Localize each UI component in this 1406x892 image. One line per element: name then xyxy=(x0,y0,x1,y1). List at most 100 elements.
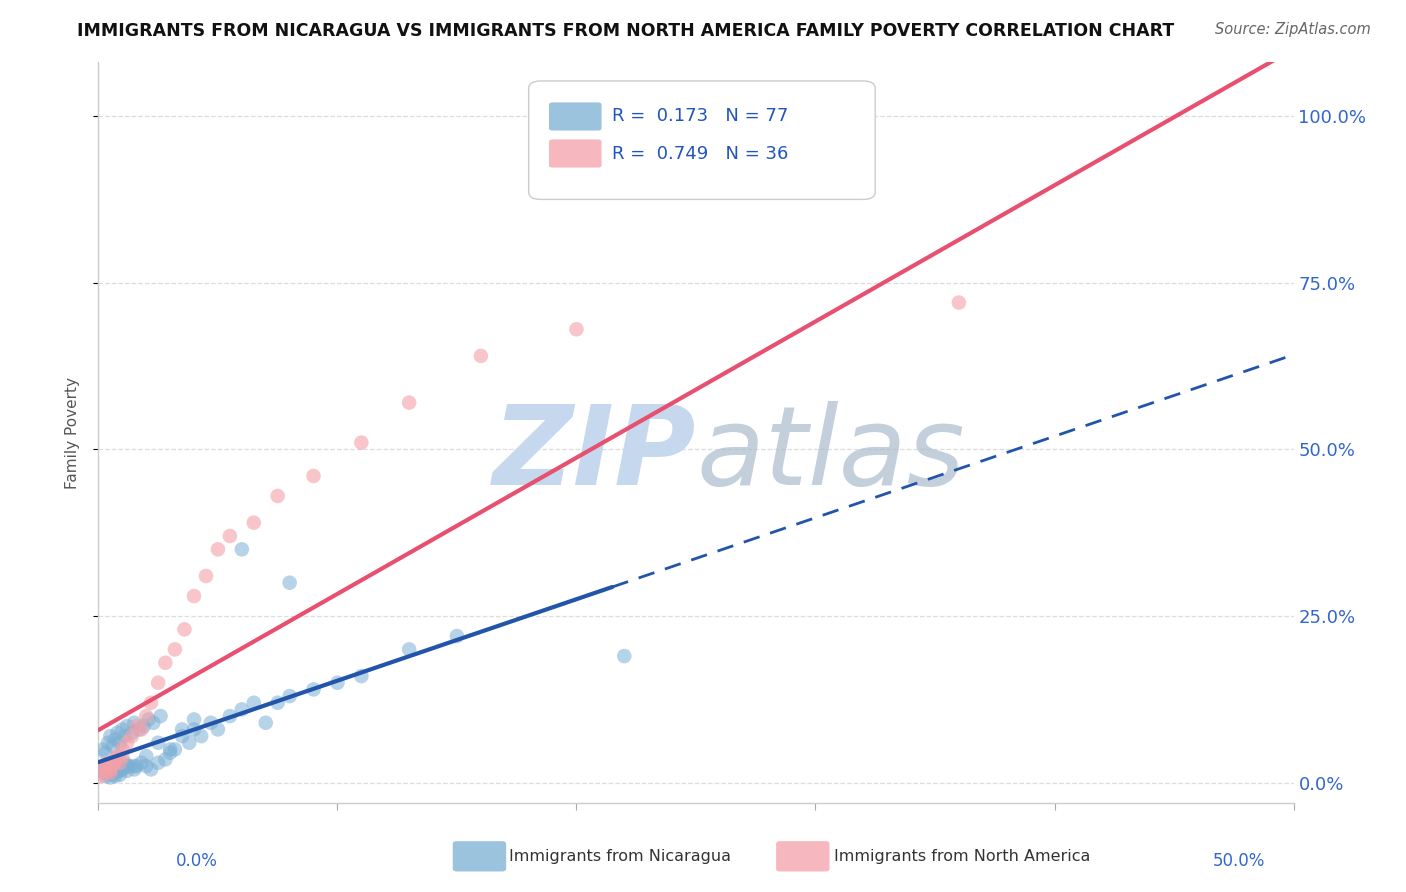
Point xyxy=(98,771,122,785)
Point xyxy=(94,765,117,780)
Text: ZIP: ZIP xyxy=(492,401,696,508)
Point xyxy=(183,723,205,737)
Point xyxy=(231,702,253,716)
Text: R =  0.749   N = 36: R = 0.749 N = 36 xyxy=(613,145,789,162)
Point xyxy=(172,729,194,743)
Point xyxy=(138,713,160,727)
Point xyxy=(98,763,122,777)
Point xyxy=(350,669,373,683)
Point xyxy=(139,696,162,710)
Point xyxy=(173,623,195,637)
Point xyxy=(613,648,636,663)
Point xyxy=(124,763,146,777)
Point xyxy=(104,769,127,783)
Point xyxy=(125,719,148,733)
Text: R =  0.173   N = 77: R = 0.173 N = 77 xyxy=(613,108,789,126)
Text: Immigrants from North America: Immigrants from North America xyxy=(834,849,1090,863)
Text: 50.0%: 50.0% xyxy=(1213,852,1265,870)
Point xyxy=(172,723,194,737)
Point xyxy=(104,732,127,747)
Point xyxy=(131,723,153,737)
Point xyxy=(243,516,266,530)
Point xyxy=(135,759,157,773)
Point xyxy=(163,642,186,657)
Point xyxy=(108,768,131,782)
Point xyxy=(115,764,138,778)
Point xyxy=(104,756,127,770)
Point xyxy=(107,759,129,773)
Point xyxy=(135,749,157,764)
Text: Immigrants from Nicaragua: Immigrants from Nicaragua xyxy=(509,849,731,863)
Text: 0.0%: 0.0% xyxy=(176,852,218,870)
Point xyxy=(121,729,143,743)
Point xyxy=(125,759,148,773)
Point xyxy=(124,715,146,730)
Point xyxy=(148,736,170,750)
Point xyxy=(115,719,138,733)
Point xyxy=(132,719,155,733)
Point xyxy=(398,395,420,409)
Point xyxy=(97,736,120,750)
Text: IMMIGRANTS FROM NICARAGUA VS IMMIGRANTS FROM NORTH AMERICA FAMILY POVERTY CORREL: IMMIGRANTS FROM NICARAGUA VS IMMIGRANTS … xyxy=(77,22,1174,40)
Point xyxy=(98,729,122,743)
Point xyxy=(97,756,120,770)
Point xyxy=(114,729,136,743)
Text: Source: ZipAtlas.com: Source: ZipAtlas.com xyxy=(1215,22,1371,37)
Point xyxy=(101,739,124,753)
Point xyxy=(159,742,181,756)
Point xyxy=(108,736,131,750)
Point xyxy=(207,723,229,737)
Point xyxy=(155,752,177,766)
Point xyxy=(446,629,468,643)
Point xyxy=(131,756,153,770)
Point xyxy=(219,709,242,723)
Point xyxy=(111,761,134,775)
Point xyxy=(183,589,205,603)
Point xyxy=(111,749,134,764)
Point xyxy=(254,715,277,730)
Point xyxy=(565,322,588,336)
Point xyxy=(97,763,120,777)
Point xyxy=(101,768,124,782)
Point xyxy=(207,542,229,557)
Point xyxy=(155,656,177,670)
Point xyxy=(98,765,122,780)
Point xyxy=(94,769,117,783)
Point xyxy=(115,759,138,773)
Point xyxy=(94,746,117,760)
Point xyxy=(97,765,120,780)
Point xyxy=(101,764,124,778)
Point xyxy=(91,742,114,756)
Point xyxy=(107,725,129,739)
Point xyxy=(278,689,301,703)
Text: atlas: atlas xyxy=(696,401,965,508)
Point xyxy=(139,763,162,777)
Point xyxy=(91,764,114,778)
Point xyxy=(219,529,242,543)
FancyBboxPatch shape xyxy=(548,103,602,130)
Point xyxy=(104,763,127,777)
FancyBboxPatch shape xyxy=(529,81,876,200)
Point xyxy=(326,675,349,690)
Point xyxy=(159,746,181,760)
Point xyxy=(101,759,124,773)
FancyBboxPatch shape xyxy=(548,139,602,168)
Point xyxy=(98,759,122,773)
Point xyxy=(948,295,970,310)
Point xyxy=(115,736,138,750)
Point xyxy=(267,489,290,503)
Point xyxy=(302,469,325,483)
Point xyxy=(108,764,131,778)
Point xyxy=(267,696,290,710)
Point xyxy=(231,542,253,557)
Y-axis label: Family Poverty: Family Poverty xyxy=(65,376,80,489)
Point xyxy=(124,759,146,773)
Point xyxy=(195,569,218,583)
Point xyxy=(90,763,112,777)
Point xyxy=(179,736,201,750)
Point xyxy=(107,764,129,778)
Point xyxy=(108,756,131,770)
Point xyxy=(183,713,205,727)
Point xyxy=(278,575,301,590)
Point xyxy=(128,723,150,737)
